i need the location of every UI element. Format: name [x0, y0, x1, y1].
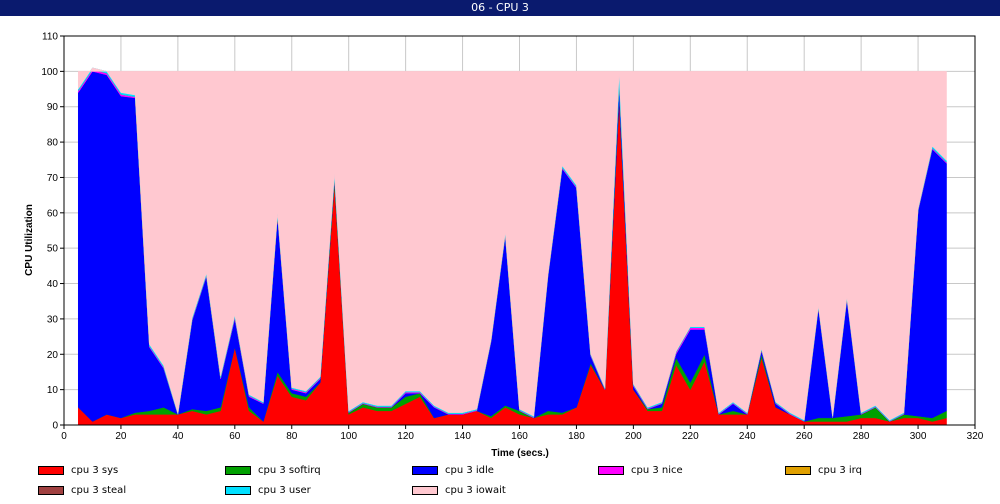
- y-tick-label: 70: [47, 173, 59, 184]
- legend-label: cpu 3 steal: [71, 485, 127, 496]
- x-tick-label: 160: [511, 431, 528, 442]
- series-cpu-3-iowait-area: [77, 67, 947, 421]
- y-tick-label: 0: [52, 421, 58, 432]
- x-tick-label: 80: [286, 431, 298, 442]
- x-tick-label: 100: [340, 431, 357, 442]
- y-tick-label: 40: [47, 279, 59, 290]
- y-tick-label: 20: [47, 350, 59, 361]
- x-tick-label: 0: [61, 431, 67, 442]
- axes: 0 20 40 60 80 100 120 140 160 180 200 220 240 260 280 3…: [41, 32, 983, 443]
- legend-label: cpu 3 nice: [631, 465, 683, 476]
- legend-label: cpu 3 user: [258, 485, 311, 496]
- x-tick-label: 220: [682, 431, 699, 442]
- legend-swatch: [38, 466, 64, 475]
- x-tick-label: 40: [172, 431, 184, 442]
- x-tick-label: 60: [229, 431, 241, 442]
- x-tick-label: 120: [397, 431, 414, 442]
- y-tick-label: 100: [41, 67, 58, 78]
- y-tick-label: 60: [47, 208, 59, 219]
- plot-area: [63, 35, 976, 426]
- x-axis-label: Time (secs.): [491, 448, 549, 459]
- x-tick-label: 180: [568, 431, 585, 442]
- legend-swatch: [225, 486, 251, 495]
- legend-swatch: [225, 466, 251, 475]
- legend-swatch: [38, 486, 64, 495]
- y-tick-label: 30: [47, 314, 59, 325]
- y-tick-label: 90: [47, 102, 59, 113]
- legend-label: cpu 3 sys: [71, 465, 119, 476]
- cpu-utilization-chart: 0 20 40 60 80 100 120 140 160 180 200 220 240 260 280 3…: [24, 32, 984, 460]
- x-tick-label: 300: [910, 431, 927, 442]
- y-tick-label: 80: [47, 138, 59, 149]
- y-tick-label: 50: [47, 244, 59, 255]
- legend-swatch: [412, 486, 438, 495]
- y-tick-label: 10: [47, 385, 59, 396]
- legend-label: cpu 3 irq: [818, 465, 862, 476]
- window-title: 06 - CPU 3: [0, 0, 1000, 16]
- x-tick-label: 140: [454, 431, 471, 442]
- x-tick-label: 260: [796, 431, 813, 442]
- x-tick-label: 240: [739, 431, 756, 442]
- legend-swatch: [785, 466, 811, 475]
- x-tick-label: 320: [967, 431, 984, 442]
- x-tick-label: 200: [625, 431, 642, 442]
- x-tick-label: 20: [115, 431, 127, 442]
- legend-label: cpu 3 idle: [445, 465, 494, 476]
- legend-swatch: [412, 466, 438, 475]
- legend-label: cpu 3 softirq: [258, 465, 321, 476]
- legend-label: cpu 3 iowait: [445, 485, 506, 496]
- y-axis-label: CPU Utilization: [24, 204, 35, 276]
- legend-swatch: [598, 466, 624, 475]
- y-tick-label: 110: [42, 32, 58, 43]
- x-tick-label: 280: [853, 431, 870, 442]
